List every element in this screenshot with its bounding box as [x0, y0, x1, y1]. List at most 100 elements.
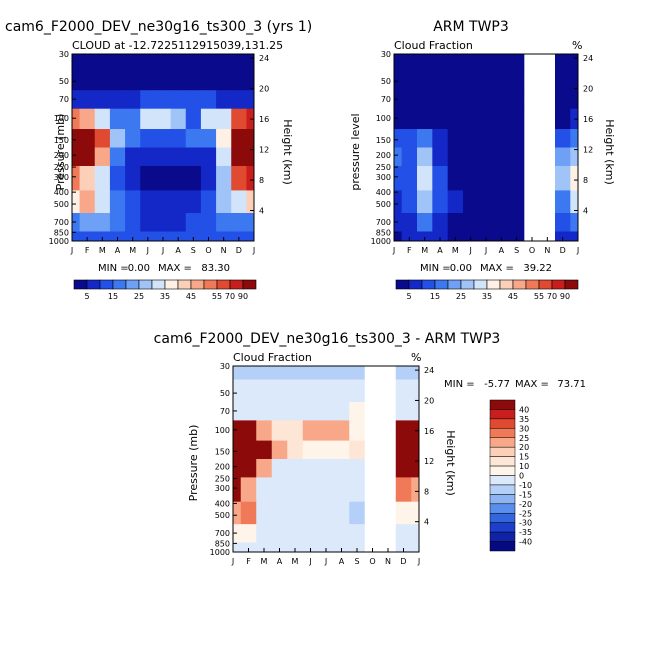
model-cell	[125, 213, 141, 232]
obs-cell	[509, 147, 525, 167]
diff-colorbar-swatch	[489, 399, 516, 410]
obs-cell	[432, 129, 449, 148]
model-xtick-label: F	[85, 246, 90, 255]
model-htick-label: 16	[259, 115, 269, 124]
obs-cell	[478, 108, 495, 130]
model-htick-label: 8	[259, 176, 264, 185]
model-colorbar-swatch	[242, 279, 257, 290]
diff-cell	[233, 477, 242, 503]
model-cell	[109, 213, 126, 232]
model-cell	[185, 165, 202, 191]
diff-cell	[233, 420, 242, 442]
obs-cell	[447, 231, 464, 242]
model-cell	[185, 90, 202, 110]
diff-ytick-label: 850	[215, 539, 230, 548]
model-cell	[155, 54, 172, 69]
obs-cell	[524, 67, 541, 91]
diff-colorbar-label: 30	[519, 424, 529, 433]
obs-ytick-label: 50	[381, 77, 391, 86]
model-cell	[94, 165, 111, 191]
model-cell	[170, 147, 187, 167]
obs-colorbar-swatch	[551, 279, 566, 290]
model-cell	[185, 190, 202, 214]
model-cell	[216, 108, 232, 130]
obs-cell	[463, 147, 479, 167]
model-xtick-label: N	[221, 246, 227, 255]
model-cell	[79, 90, 96, 110]
model-cell	[140, 54, 156, 69]
diff-xtick-label: J	[308, 557, 311, 566]
model-cell	[216, 54, 232, 69]
obs-ylabel-left: pressure level	[349, 113, 362, 190]
obs-cell	[509, 54, 525, 69]
model-cell	[216, 129, 232, 148]
diff-cell	[364, 366, 381, 381]
diff-cell	[240, 524, 257, 544]
diff-xtick-label: S	[354, 557, 359, 566]
model-min-label: MIN =	[98, 263, 129, 274]
model-cell	[185, 129, 202, 148]
obs-cell	[539, 67, 556, 91]
obs-xtick-label: M	[421, 246, 428, 255]
model-colorbar-label: 5	[84, 292, 89, 301]
diff-cell	[349, 542, 366, 553]
obs-cell	[478, 213, 495, 232]
diff-cell	[240, 402, 257, 421]
model-cell	[231, 231, 247, 242]
obs-cell	[401, 213, 418, 232]
diff-cell	[411, 440, 420, 460]
model-cell	[140, 165, 156, 191]
model-cell	[125, 231, 141, 242]
diff-cell	[395, 366, 412, 381]
model-htick-label: 12	[259, 146, 269, 155]
diff-colorbar-swatch	[489, 503, 516, 514]
obs-cell	[417, 147, 433, 167]
diff-cell	[333, 542, 350, 553]
obs-cell	[417, 67, 433, 91]
obs-min-label: MIN =	[420, 263, 451, 274]
diff-cell	[302, 459, 319, 478]
obs-colorbar-label: 55	[534, 292, 544, 301]
obs-cell	[555, 90, 571, 110]
model-cell	[246, 147, 255, 167]
obs-colorbar-swatch	[486, 279, 501, 290]
model-cell	[185, 54, 202, 69]
obs-cell	[493, 231, 510, 242]
model-colorbar-swatch	[216, 279, 231, 290]
diff-cell	[318, 524, 335, 544]
obs-cell	[524, 108, 541, 130]
model-cell	[200, 129, 217, 148]
model-cell	[79, 190, 96, 214]
obs-cell	[432, 67, 449, 91]
diff-colorbar-label: -40	[519, 538, 532, 547]
obs-cell	[524, 231, 541, 242]
model-cell	[231, 90, 247, 110]
obs-cell	[447, 90, 464, 110]
diff-cell	[256, 440, 273, 460]
obs-cell	[447, 147, 464, 167]
model-stats: MIN = 0.00 MAX = 83.30	[98, 263, 230, 274]
obs-cell	[493, 90, 510, 110]
diff-cell	[411, 524, 420, 544]
model-cell	[79, 67, 96, 91]
obs-cell	[432, 90, 449, 110]
diff-cell	[349, 379, 366, 403]
model-cell	[140, 90, 156, 110]
diff-cell	[364, 402, 381, 421]
diff-cell	[256, 420, 273, 442]
obs-cell	[570, 67, 579, 91]
obs-cell	[539, 147, 556, 167]
model-htick-label: 4	[259, 207, 264, 216]
obs-cell	[539, 190, 556, 214]
diff-ytick-label: 100	[215, 426, 230, 435]
model-colorbar-swatch	[177, 279, 192, 290]
obs-cell	[570, 129, 579, 148]
diff-cell	[233, 402, 242, 421]
diff-xtick-label: M	[292, 557, 299, 566]
diff-xtick-label: M	[261, 557, 268, 566]
obs-cell	[509, 213, 525, 232]
obs-cell	[539, 129, 556, 148]
obs-cell	[432, 108, 449, 130]
obs-cell	[570, 231, 579, 242]
obs-cell	[555, 213, 571, 232]
